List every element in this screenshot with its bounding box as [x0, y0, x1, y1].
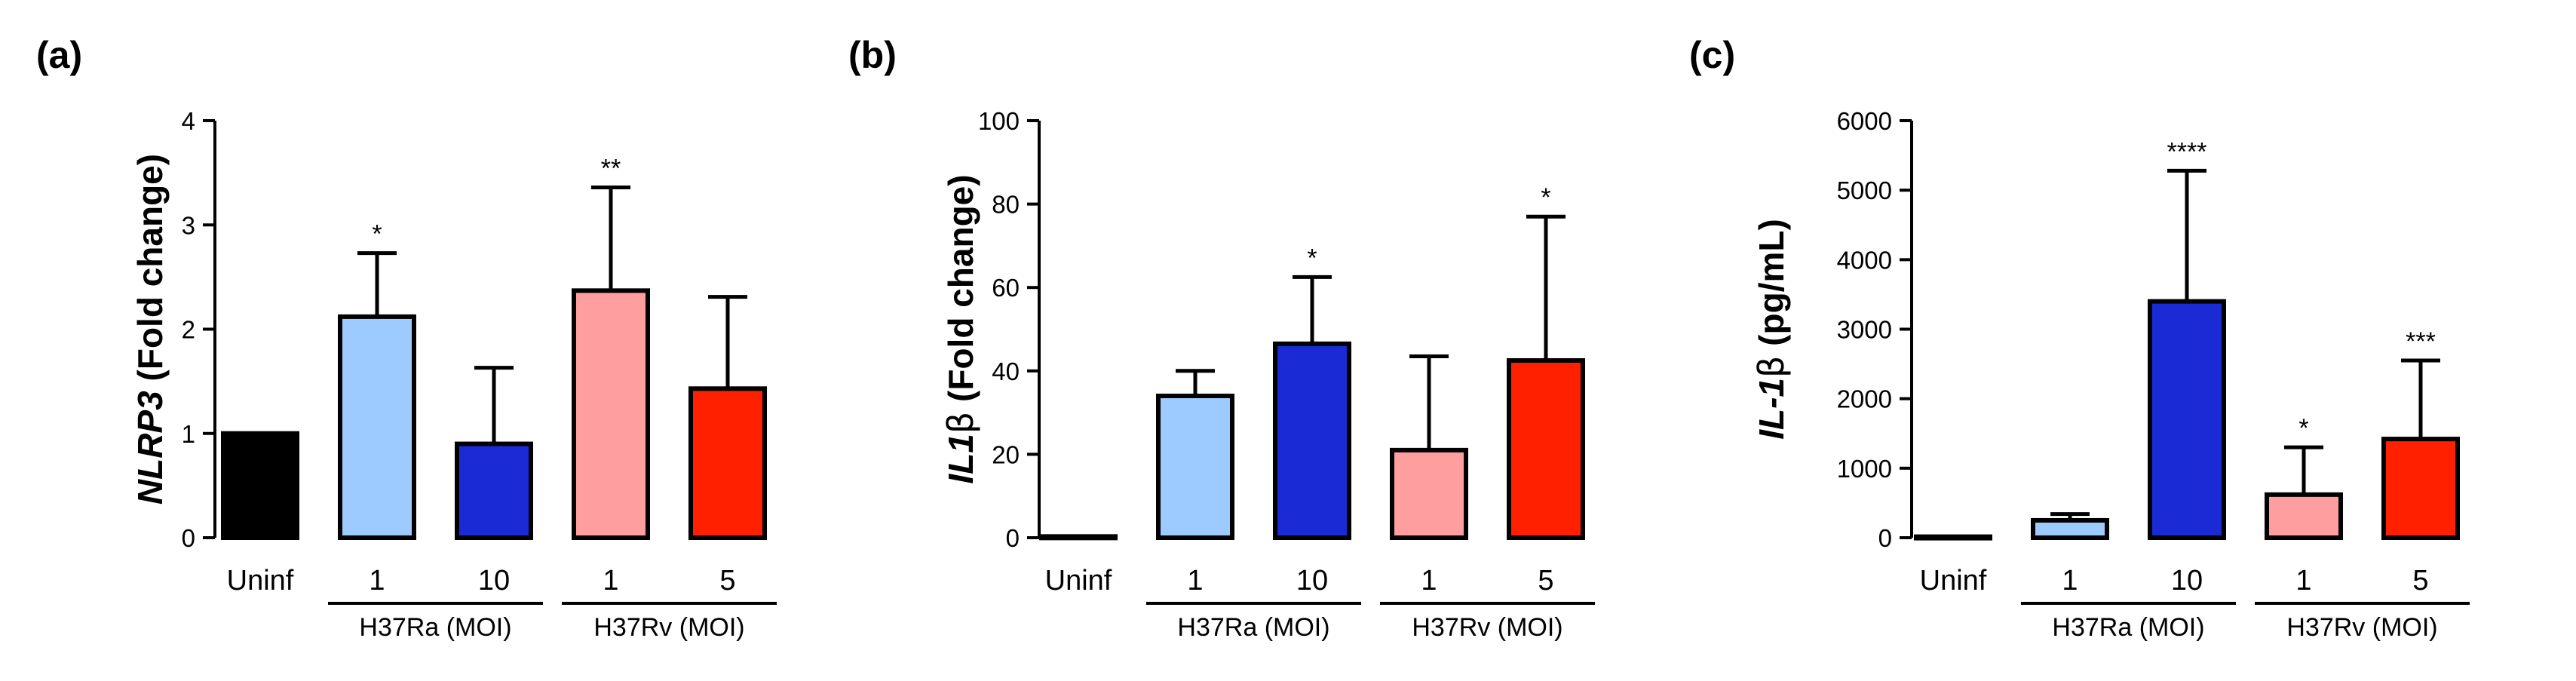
y-axis-title-rest: (Fold change) — [130, 154, 170, 391]
y-axis-title-rest: (Fold change) — [941, 174, 980, 411]
bar-1 — [1039, 534, 1118, 541]
panel-letter: (c) — [1689, 34, 1735, 76]
group-label-1: H37Ra (MOI) — [359, 613, 511, 642]
group-label-2: H37Rv (MOI) — [593, 613, 744, 642]
bar-4 — [572, 288, 650, 540]
bar-2 — [338, 314, 416, 540]
category-label-1: Uninf — [227, 565, 294, 597]
y-tick-label: 5000 — [1837, 176, 1892, 204]
y-tick-label: 0 — [182, 524, 195, 552]
significance-label-5: *** — [2406, 327, 2436, 356]
category-label-2: 1 — [1187, 565, 1203, 597]
y-axis-title-gene: IL1 — [941, 434, 980, 483]
y-axis-title-rest: (pg/mL) — [1752, 219, 1791, 355]
bar-5 — [688, 386, 767, 540]
bar-3 — [2148, 299, 2226, 540]
significance-label-3: **** — [2167, 137, 2207, 166]
y-axis-title: IL1β (Fold change) — [940, 174, 981, 483]
group-label-2: H37Rv (MOI) — [2286, 613, 2437, 642]
y-axis-title-gene: IL-1 — [1752, 378, 1791, 440]
bar-1 — [221, 431, 299, 540]
chart-panel-3: (c) 0 1000 2000 3000 4000 5000 6000 IL-1β (pg/mL… — [1689, 34, 2470, 642]
panel-letter: (a) — [36, 34, 82, 76]
category-label-5: 5 — [2412, 565, 2428, 597]
y-axis-title-greek: β — [940, 412, 981, 434]
significance-label-5: * — [1541, 183, 1550, 212]
chart-panel-2: (b) 0 20 40 60 80 100 IL1β (Fold change) Uninf 1 *… — [848, 34, 1595, 642]
y-tick-label: 0 — [1006, 524, 1020, 552]
y-axis-title: IL-1β (pg/mL) — [1751, 219, 1792, 440]
category-label-5: 5 — [1538, 565, 1553, 597]
category-label-2: 1 — [369, 565, 385, 597]
bar-3 — [1273, 341, 1351, 540]
panel-letter: (b) — [848, 34, 897, 76]
y-tick-label: 100 — [978, 107, 1020, 135]
y-axis-title-gene: NLRP3 — [130, 391, 170, 505]
bar-3 — [455, 441, 533, 541]
significance-label-3: * — [1307, 244, 1317, 272]
category-label-3: 10 — [1296, 565, 1328, 597]
y-axis-title: NLRP3 (Fold change) — [130, 154, 170, 505]
y-tick-label: 6000 — [1837, 107, 1892, 135]
y-tick-label: 0 — [1878, 524, 1892, 552]
category-label-1: Uninf — [1045, 565, 1112, 597]
group-label-2: H37Rv (MOI) — [1412, 613, 1562, 642]
category-label-4: 1 — [2295, 565, 2311, 597]
chart-panel-1: (a) 0 1 2 3 4 NLRP3 (Fold change) Uninf * 1 10 ** 1 5… — [36, 34, 777, 642]
group-label-1: H37Ra (MOI) — [2052, 613, 2204, 642]
bar-2 — [2031, 517, 2109, 540]
bar-2 — [1156, 393, 1234, 540]
bar-1 — [1914, 534, 1992, 541]
y-tick-label: 1000 — [1837, 455, 1892, 483]
y-tick-label: 1 — [182, 420, 195, 448]
y-tick-label: 80 — [992, 191, 1020, 219]
category-label-1: Uninf — [1920, 565, 1987, 597]
y-tick-label: 20 — [992, 440, 1020, 468]
category-label-3: 10 — [478, 565, 510, 597]
category-label-3: 10 — [2171, 565, 2203, 597]
significance-label-4: ** — [601, 154, 621, 183]
y-tick-label: 60 — [992, 274, 1020, 302]
y-tick-label: 3 — [182, 211, 195, 239]
bar-5 — [1507, 357, 1585, 540]
bar-5 — [2381, 437, 2460, 541]
group-label-1: H37Ra (MOI) — [1177, 613, 1329, 642]
category-label-5: 5 — [719, 565, 735, 597]
y-tick-label: 4000 — [1837, 246, 1892, 274]
y-tick-label: 2000 — [1837, 385, 1892, 413]
bar-4 — [2265, 492, 2343, 541]
category-label-2: 1 — [2062, 565, 2078, 597]
y-axis-title-greek: β — [1751, 356, 1792, 378]
significance-label-4: * — [2298, 414, 2308, 443]
y-tick-label: 3000 — [1837, 316, 1892, 344]
category-label-4: 1 — [603, 565, 618, 597]
significance-label-2: * — [372, 220, 382, 249]
y-tick-label: 40 — [992, 357, 1020, 385]
y-tick-label: 2 — [182, 316, 195, 344]
bar-4 — [1390, 447, 1468, 540]
y-tick-label: 4 — [182, 107, 195, 135]
category-label-4: 1 — [1421, 565, 1437, 597]
